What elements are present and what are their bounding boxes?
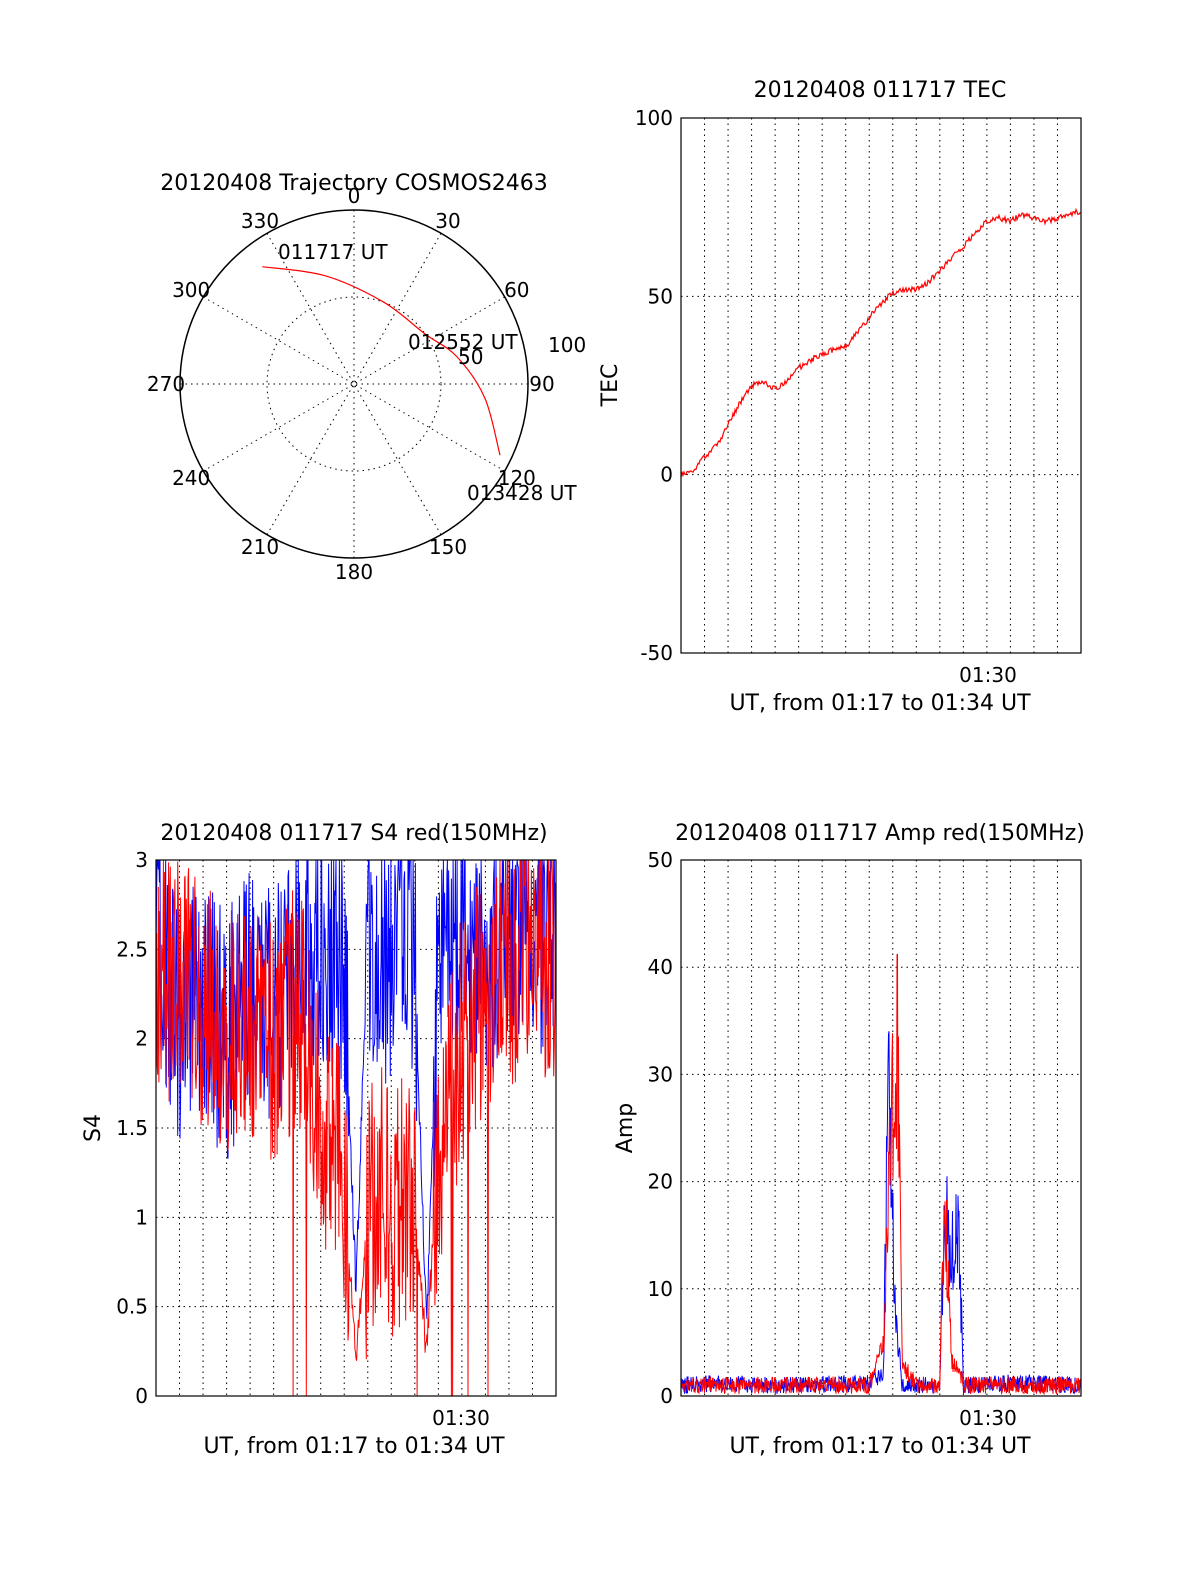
polar-angle-labels: 0 30 60 90 120 150 180 210 240 270 300 330 xyxy=(147,184,555,584)
polar-angle-label-0: 0 xyxy=(348,184,361,208)
polar-angle-label-150: 150 xyxy=(429,535,467,559)
s4-ytick-2_5: 2.5 xyxy=(116,937,148,961)
amp-ytick-40: 40 xyxy=(648,955,673,979)
amp-grid xyxy=(681,860,1081,1396)
tec-xlabel: UT, from 01:17 to 01:34 UT xyxy=(729,691,1031,716)
tec-ylabel: TEC xyxy=(598,364,623,408)
polar-angle-label-30: 30 xyxy=(435,209,460,233)
amp-plot-frame xyxy=(680,859,1082,1397)
tec-ytick-0: 0 xyxy=(660,463,673,487)
amp-ytick-50: 50 xyxy=(648,848,673,872)
tec-series xyxy=(680,207,1082,478)
polar-title: 20120408 Trajectory COSMOS2463 xyxy=(160,171,547,196)
s4-series-red xyxy=(155,859,557,1397)
amp-series-red xyxy=(680,953,1082,1396)
polar-angle-label-330: 330 xyxy=(241,209,279,233)
polar-angle-label-240: 240 xyxy=(172,466,210,490)
polar-angle-label-120: 120 xyxy=(498,466,536,490)
tec-series-red xyxy=(680,207,1082,478)
tec-y-ticks: 100 50 0 -50 xyxy=(635,106,673,665)
polar-angle-label-270: 270 xyxy=(147,372,185,396)
amp-ylabel: Amp xyxy=(613,1103,638,1153)
s4-ylabel: S4 xyxy=(81,1114,106,1142)
polar-angle-label-60: 60 xyxy=(504,278,529,302)
tec-ytick-100: 100 xyxy=(635,106,673,130)
polar-angle-label-90: 90 xyxy=(529,372,554,396)
radial-label-100: 100 xyxy=(548,333,586,357)
polar-spoke xyxy=(266,233,442,535)
s4-ytick-3: 3 xyxy=(135,848,148,872)
amp-ytick-20: 20 xyxy=(648,1170,673,1194)
tec-x-tick: 01:30 xyxy=(959,663,1017,687)
polar-spoke xyxy=(203,296,505,472)
amp-series-blue xyxy=(680,1031,1082,1394)
amp-y-ticks: 50 40 30 20 10 0 xyxy=(648,848,673,1408)
s4-title: 20120408 011717 S4 red(150MHz) xyxy=(160,821,547,846)
s4-series xyxy=(155,858,557,1397)
s4-x-tick: 01:30 xyxy=(432,1406,490,1430)
amp-ytick-0: 0 xyxy=(660,1384,673,1408)
amp-x-tick: 01:30 xyxy=(959,1406,1017,1430)
trajectory-line xyxy=(262,266,501,456)
amp-xlabel: UT, from 01:17 to 01:34 UT xyxy=(729,1434,1031,1459)
trajectory-mid-label: 012552 UT xyxy=(408,330,518,354)
s4-ytick-0_5: 0.5 xyxy=(116,1295,148,1319)
amp-panel: 20120408 011717 Amp red(150MHz) 50 40 30 20… xyxy=(613,821,1085,1459)
tec-grid xyxy=(681,118,1081,653)
tec-ytick-50: 50 xyxy=(648,284,673,308)
polar-angle-label-180: 180 xyxy=(335,560,373,584)
amp-title: 20120408 011717 Amp red(150MHz) xyxy=(675,821,1085,846)
polar-angle-label-210: 210 xyxy=(241,535,279,559)
polar-angle-label-300: 300 xyxy=(172,278,210,302)
amp-series xyxy=(680,953,1082,1396)
radial-label-50: 50 xyxy=(458,345,483,369)
s4-ytick-0: 0 xyxy=(135,1384,148,1408)
s4-ytick-2: 2 xyxy=(135,1027,148,1051)
polar-grid xyxy=(179,209,529,559)
trajectory-start-label: 011717 UT xyxy=(278,240,388,264)
tec-ytick-m50: -50 xyxy=(640,641,673,665)
s4-plot-frame xyxy=(155,859,557,1397)
amp-ytick-10: 10 xyxy=(648,1277,673,1301)
s4-y-ticks: 3 2.5 2 1.5 1 0.5 0 xyxy=(116,848,148,1408)
polar-panel: 20120408 Trajectory COSMOS2463 0 30 60 90 12… xyxy=(147,171,586,584)
polar-spoke xyxy=(266,233,442,535)
s4-ytick-1_5: 1.5 xyxy=(116,1116,148,1140)
polar-spoke xyxy=(203,296,505,472)
s4-xlabel: UT, from 01:17 to 01:34 UT xyxy=(203,1434,505,1459)
s4-panel: 20120408 011717 S4 red(150MHz) 3 2.5 2 1.5 1… xyxy=(81,821,557,1459)
trajectory-end-label: 013428 UT xyxy=(467,481,577,505)
tec-title: 20120408 011717 TEC xyxy=(754,78,1007,103)
polar-inner-circle xyxy=(266,296,442,472)
s4-ytick-1: 1 xyxy=(135,1205,148,1229)
amp-ytick-30: 30 xyxy=(648,1062,673,1086)
tec-plot-frame xyxy=(680,117,1082,654)
